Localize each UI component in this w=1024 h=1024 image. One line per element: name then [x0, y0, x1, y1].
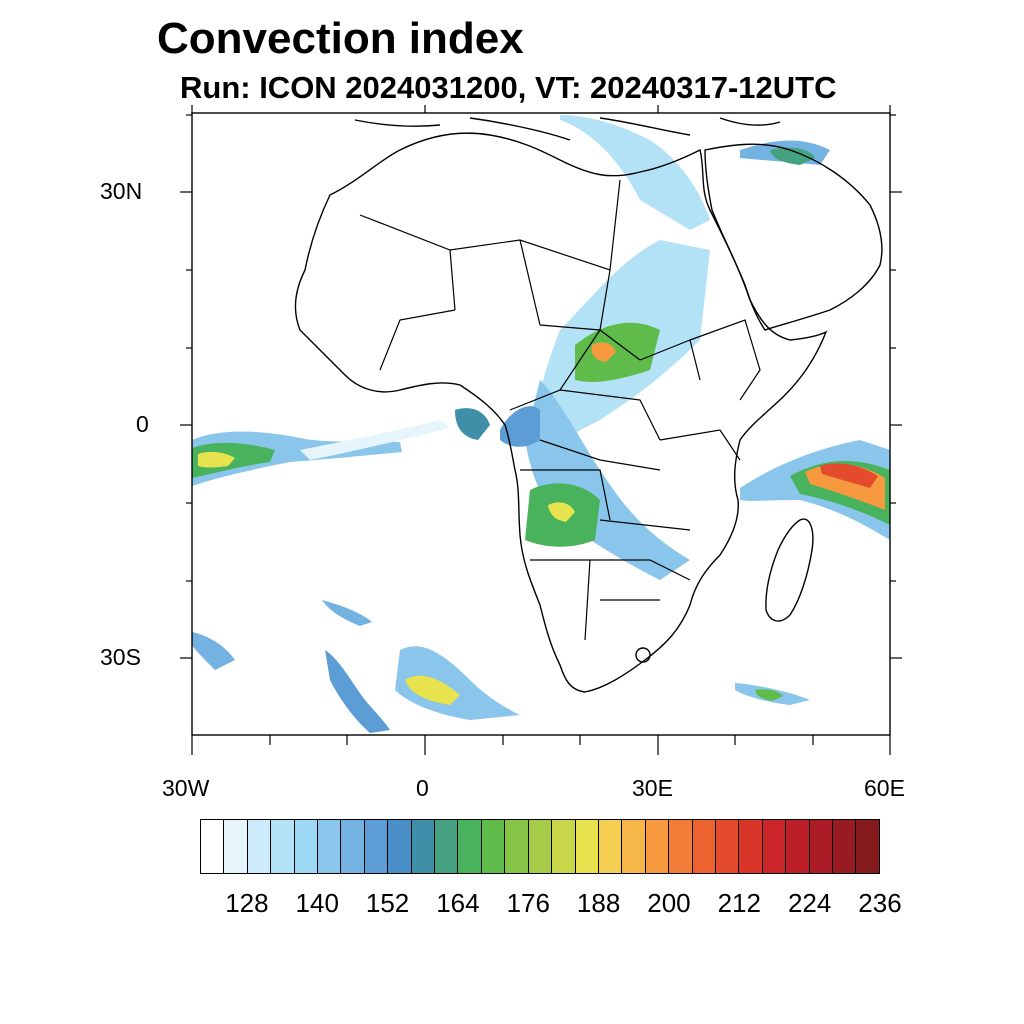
colorbar-segment: [715, 820, 740, 873]
colorbar-segment: [201, 820, 225, 873]
lon-label-0: 0: [416, 775, 429, 801]
colorbar-tick-label: 188: [576, 888, 621, 918]
colorbar-tick-label: 128: [225, 888, 269, 918]
coastlines: [294, 117, 883, 693]
colorbar-segment: [598, 820, 623, 873]
colorbar-segment: [481, 820, 506, 873]
shade-south-atlantic-2: [325, 650, 390, 733]
country-borders: [359, 179, 761, 641]
colorbar-segment: [505, 820, 529, 873]
shade-atlantic-plume: [300, 420, 450, 460]
shade-south-indian-core: [755, 689, 783, 701]
colorbar-segment: [247, 820, 272, 873]
colorbar-tick-label: 176: [506, 888, 550, 918]
lat-label-30s: 30S: [100, 644, 141, 670]
colorbar-tick-label: 236: [858, 888, 902, 918]
shade-south-atlantic-4: [192, 632, 235, 670]
colorbar-segment: [364, 820, 389, 873]
map-panel: [180, 105, 902, 755]
shade-gulf-guinea: [455, 408, 490, 440]
chart-title: Convection index: [157, 14, 524, 63]
colorbar-segment: [528, 820, 553, 873]
colorbar-segment: [411, 820, 436, 873]
lat-label-30n: 30N: [100, 178, 143, 204]
colorbar-segment: [294, 820, 319, 873]
shade-egypt-band: [560, 115, 710, 230]
europe-coast: [354, 117, 781, 141]
map-frame: [191, 112, 891, 736]
colorbar-segment: [786, 820, 810, 873]
convection-shading: [192, 115, 890, 733]
colorbar: [200, 819, 880, 874]
colorbar-tick-label: 164: [436, 888, 480, 918]
lesotho-border: [635, 647, 651, 663]
shade-sudan-core: [575, 322, 660, 382]
colorbar-segment: [318, 820, 342, 873]
lon-label-30w: 30W: [162, 775, 210, 801]
colorbar-segment: [832, 820, 857, 873]
colorbar-segment: [341, 820, 365, 873]
colorbar-segment: [622, 820, 646, 873]
shade-indian-peak: [820, 463, 878, 488]
colorbar-segment: [692, 820, 716, 873]
colorbar-segment: [575, 820, 599, 873]
colorbar-tick-label: 224: [787, 888, 832, 918]
africa-coast: [294, 132, 828, 693]
colorbar-segment: [762, 820, 787, 873]
arabia-coast: [704, 143, 883, 331]
shade-sudan-peak: [591, 342, 616, 362]
shade-levant-core: [770, 147, 815, 165]
shade-congo: [525, 380, 690, 580]
colorbar-segment: [645, 820, 670, 873]
colorbar-segment: [856, 820, 879, 873]
colorbar-segment: [669, 820, 693, 873]
lon-label-30e: 30E: [632, 775, 673, 801]
chart-subtitle: Run: ICON 2024031200, VT: 20240317-12UTC: [180, 70, 837, 105]
shade-angola-peak: [548, 502, 575, 522]
shade-south-atlantic-1-peak: [405, 675, 460, 705]
colorbar-segment: [435, 820, 459, 873]
lon-ticks: [191, 105, 891, 755]
colorbar-tick-label: 140: [295, 888, 339, 918]
colorbar-segment: [739, 820, 763, 873]
colorbar-tick-label: 212: [717, 888, 761, 918]
colorbar-segment: [224, 820, 248, 873]
colorbar-segment: [552, 820, 576, 873]
colorbar-segment: [271, 820, 295, 873]
shade-south-atlantic-3: [322, 600, 372, 626]
colorbar-segment: [458, 820, 482, 873]
shade-atlantic-core: [192, 442, 275, 478]
colorbar-segment: [388, 820, 412, 873]
lat-ticks: [180, 114, 902, 659]
shade-south-atlantic-1: [395, 646, 520, 720]
colorbar-tick-label: 200: [647, 888, 691, 918]
madagascar-coast: [765, 518, 814, 622]
shade-gabon: [500, 406, 540, 447]
shade-atlantic-peak: [198, 451, 235, 468]
lat-label-0: 0: [136, 411, 149, 437]
colorbar-tick-label: 152: [365, 888, 410, 918]
colorbar-segment: [809, 820, 833, 873]
lon-label-60e: 60E: [864, 775, 905, 801]
